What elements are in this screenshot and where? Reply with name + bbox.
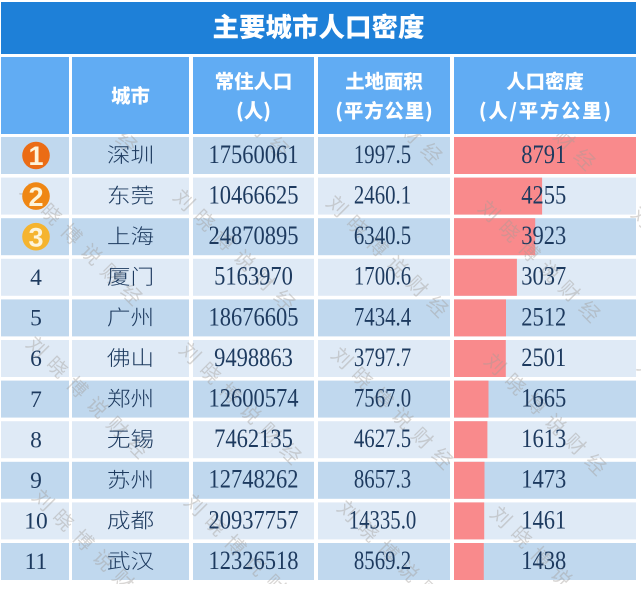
svg-text:2: 2 [28,182,43,212]
svg-text:7567.0: 7567.0 [354,383,411,413]
svg-text:12326518: 12326518 [209,545,299,575]
svg-text:17560061: 17560061 [209,139,299,169]
svg-text:11: 11 [25,549,48,575]
svg-text:1438: 1438 [521,545,566,575]
svg-text:8569.2: 8569.2 [354,545,411,575]
svg-text:1665: 1665 [521,383,566,413]
svg-text:12600574: 12600574 [209,383,299,413]
svg-text:3923: 3923 [521,220,566,250]
svg-text:8657.3: 8657.3 [354,464,411,494]
svg-text:3: 3 [28,222,43,252]
svg-text:7: 7 [30,387,42,413]
svg-text:18676605: 18676605 [209,301,299,331]
svg-text:1700.6: 1700.6 [354,261,411,291]
svg-text:1613: 1613 [521,423,566,453]
svg-text:2460.1: 2460.1 [354,180,411,210]
svg-text:2512: 2512 [521,301,566,331]
svg-text:1461: 1461 [521,504,566,534]
svg-text:4: 4 [30,265,42,291]
svg-text:4627.5: 4627.5 [354,423,411,453]
svg-text:20937757: 20937757 [209,504,299,534]
svg-text:10466625: 10466625 [209,180,299,210]
svg-text:14335.0: 14335.0 [349,504,417,534]
svg-text:4255: 4255 [521,180,566,210]
svg-text:5: 5 [30,306,42,332]
svg-text:6: 6 [30,346,42,372]
svg-text:5163970: 5163970 [214,261,293,291]
svg-text:12748262: 12748262 [209,464,299,494]
svg-text:1473: 1473 [521,464,566,494]
svg-text:2501: 2501 [521,342,566,372]
svg-text:1997.5: 1997.5 [354,139,411,169]
svg-text:10: 10 [24,509,48,535]
svg-text:8791: 8791 [521,139,566,169]
svg-text:7462135: 7462135 [214,423,293,453]
svg-text:1: 1 [28,141,43,171]
svg-text:7434.4: 7434.4 [354,301,411,331]
svg-text:6340.5: 6340.5 [354,220,411,250]
svg-text:8: 8 [30,427,42,453]
svg-text:24870895: 24870895 [209,220,299,250]
svg-text:3037: 3037 [521,261,566,291]
svg-text:9: 9 [30,468,42,494]
svg-text:3797.7: 3797.7 [354,342,411,372]
svg-text:9498863: 9498863 [214,342,293,372]
